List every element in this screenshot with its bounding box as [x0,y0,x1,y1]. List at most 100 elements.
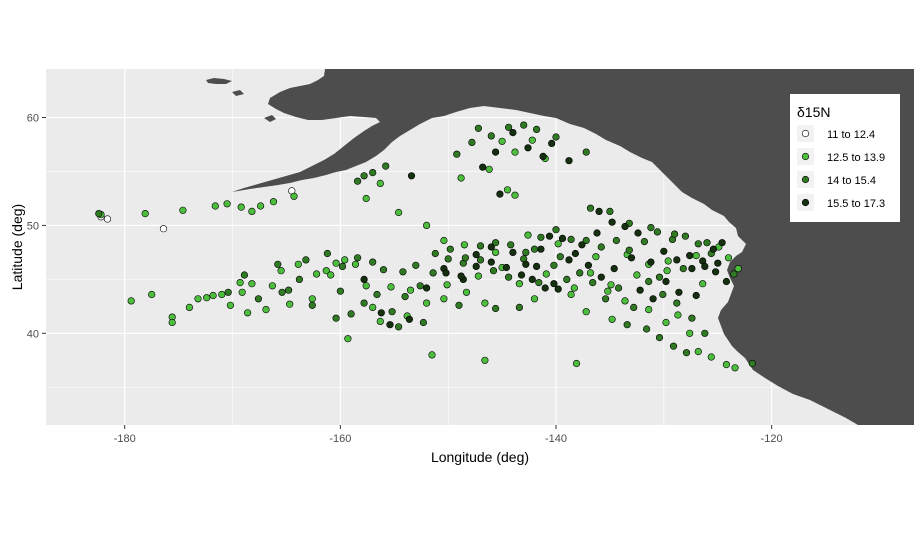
data-point [545,232,554,240]
data-point [487,132,495,140]
data-point [563,275,571,284]
data-point [653,228,662,236]
data-point [240,271,248,279]
data-point [377,309,385,317]
data-point [257,202,265,210]
data-point [269,198,278,206]
data-point [623,321,631,329]
data-point [730,270,738,278]
data-point [268,282,277,290]
x-axis: -180 -160 -140 -120 [114,425,783,445]
data-point [428,351,436,359]
y-tick-label: 60 [27,113,39,125]
data-point [444,255,452,263]
data-point [692,252,700,260]
data-point [474,272,483,280]
data-point [461,254,470,262]
data-point [323,249,332,258]
data-point [511,148,519,156]
data-point [597,243,605,251]
data-point [360,172,368,180]
data-point [382,162,390,170]
data-point [223,200,231,208]
data-point [515,280,524,288]
data-point [248,207,256,215]
data-point [673,299,681,307]
data-point [556,253,564,261]
data-point [423,221,431,229]
data-point [244,309,252,317]
data-point [539,152,547,160]
data-point [341,256,349,264]
data-point [308,295,316,303]
data-point [446,245,454,253]
data-point [694,240,702,248]
data-point [530,245,539,253]
data-point [416,282,424,290]
data-point [604,287,612,295]
data-point [582,308,590,316]
y-axis: 40 50 60 [27,113,46,340]
data-point [550,261,558,269]
data-point [681,232,690,240]
data-point [597,273,605,281]
data-point [322,267,330,275]
data-point [679,265,687,273]
data-point [332,259,340,267]
data-point [360,299,368,307]
data-point [524,231,532,239]
data-point [285,286,293,294]
data-point [542,270,550,278]
data-point [395,323,403,331]
data-point [662,277,670,286]
data-point [502,263,511,272]
x-tick-label: -160 [329,433,351,445]
data-point [248,280,256,288]
alaska-peninsula-tip [206,78,232,84]
data-point [686,329,694,337]
data-point [338,262,347,271]
data-point [607,281,615,289]
data-point [369,258,377,266]
data-point [457,174,465,182]
data-point [528,275,536,284]
data-point [489,267,498,275]
data-point [592,253,600,261]
data-point [485,165,493,173]
data-point [453,150,461,158]
data-point [479,163,487,171]
data-point [627,254,636,262]
data-point [360,275,368,284]
data-point [701,262,709,271]
data-point [670,230,679,238]
data-point [724,254,733,262]
data-point [226,301,234,309]
data-point [492,239,500,247]
data-point [686,252,694,260]
x-tick-label: -120 [761,433,783,445]
data-point [662,318,670,327]
x-tick-label: -180 [114,433,136,445]
data-point [347,310,355,318]
legend-key [801,175,810,184]
data-point [692,291,700,300]
data-point [655,273,664,281]
data-point [481,299,489,307]
data-point [344,335,352,343]
x-axis-label: Longitude (deg) [431,449,529,465]
data-point [386,321,394,329]
data-point [554,285,562,293]
data-point [578,241,586,249]
data-point [423,299,431,307]
data-point [431,249,439,258]
data-point [472,251,480,259]
data-point [373,290,381,299]
x-tick-label: -140 [545,433,567,445]
data-point [610,265,618,273]
data-point [586,269,595,277]
alaska-canada-land [232,69,914,425]
data-point [586,204,595,212]
data-point [302,256,310,264]
data-point [663,267,671,275]
